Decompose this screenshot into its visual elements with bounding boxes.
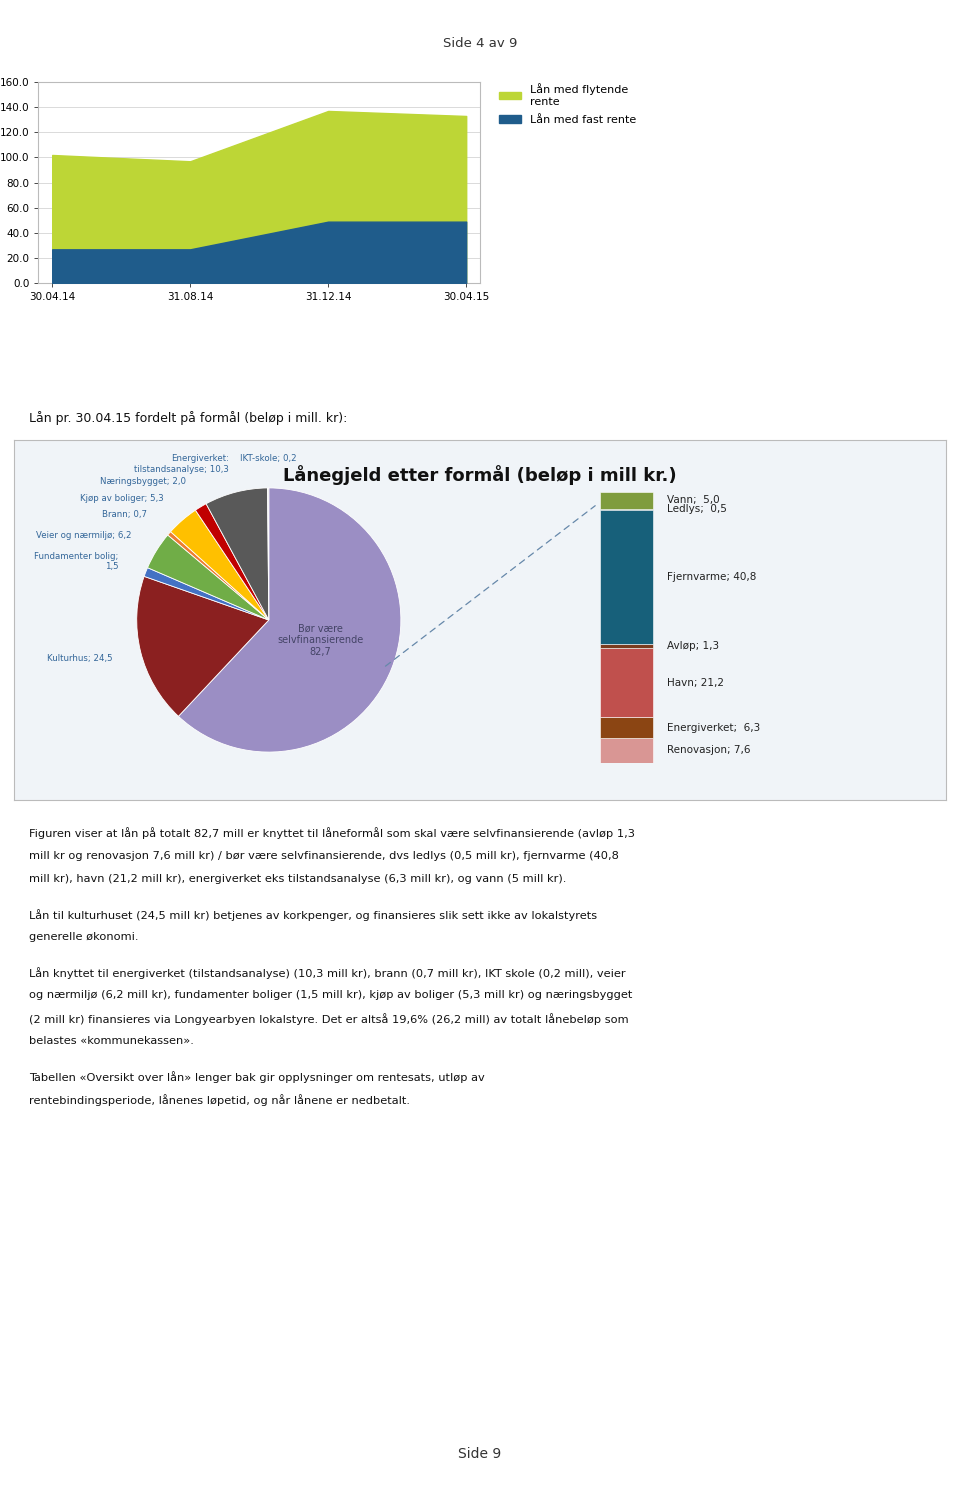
Wedge shape <box>148 535 269 620</box>
Text: Vann;  5,0: Vann; 5,0 <box>667 495 720 505</box>
Text: Lån pr. 30.04.15 fordelt på formål (beløp i mill. kr):: Lån pr. 30.04.15 fordelt på formål (belø… <box>29 412 348 425</box>
Bar <box>600 644 653 649</box>
Text: rentebindingsperiode, lånenes løpetid, og når lånene er nedbetalt.: rentebindingsperiode, lånenes løpetid, o… <box>29 1094 410 1106</box>
Text: Energiverket;  6,3: Energiverket; 6,3 <box>667 723 760 732</box>
Text: Lån til kulturhuset (24,5 mill kr) betjenes av korkpenger, og finansieres slik s: Lån til kulturhuset (24,5 mill kr) betje… <box>29 908 597 920</box>
Text: Fjernvarme; 40,8: Fjernvarme; 40,8 <box>667 573 756 581</box>
Text: Renovasjon; 7,6: Renovasjon; 7,6 <box>667 746 751 756</box>
Text: Lånegjeld etter formål (beløp i mill kr.): Lånegjeld etter formål (beløp i mill kr.… <box>283 465 677 485</box>
Text: Tabellen «Oversikt over lån» lenger bak gir opplysninger om rentesats, utløp av: Tabellen «Oversikt over lån» lenger bak … <box>29 1071 485 1082</box>
Text: Kulturhus; 24,5: Kulturhus; 24,5 <box>47 655 112 663</box>
Text: belastes «kommunekassen».: belastes «kommunekassen». <box>29 1036 194 1047</box>
Text: Avløp; 1,3: Avløp; 1,3 <box>667 641 719 650</box>
Text: Fundamenter bolig;
1,5: Fundamenter bolig; 1,5 <box>35 552 119 571</box>
Text: mill kr og renovasjon 7,6 mill kr) / bør være selvfinansierende, dvs ledlys (0,5: mill kr og renovasjon 7,6 mill kr) / bør… <box>29 850 618 860</box>
Wedge shape <box>136 577 269 716</box>
Wedge shape <box>179 488 401 751</box>
Text: Næringsbygget; 2,0: Næringsbygget; 2,0 <box>100 477 185 486</box>
Text: Lån knyttet til energiverket (tilstandsanalyse) (10,3 mill kr), brann (0,7 mill : Lån knyttet til energiverket (tilstandsa… <box>29 966 625 978</box>
Text: Bør være
selvfinansierende
82,7: Bør være selvfinansierende 82,7 <box>277 623 364 658</box>
Text: Havn; 21,2: Havn; 21,2 <box>667 677 724 687</box>
Bar <box>600 717 653 738</box>
Wedge shape <box>206 488 269 620</box>
Wedge shape <box>171 510 269 620</box>
Bar <box>600 492 653 508</box>
Text: Energiverket:
tilstandsanalyse; 10,3: Energiverket: tilstandsanalyse; 10,3 <box>133 455 228 474</box>
Bar <box>600 508 653 510</box>
Text: og nærmiljø (6,2 mill kr), fundamenter boliger (1,5 mill kr), kjøp av boliger (5: og nærmiljø (6,2 mill kr), fundamenter b… <box>29 990 633 1000</box>
Text: Ledlys;  0,5: Ledlys; 0,5 <box>667 504 727 514</box>
Bar <box>600 649 653 717</box>
Text: IKT-skole; 0,2: IKT-skole; 0,2 <box>240 455 297 464</box>
Wedge shape <box>268 488 269 620</box>
Text: Side 9: Side 9 <box>458 1448 502 1461</box>
Text: (2 mill kr) finansieres via Longyearbyen lokalstyre. Det er altså 19,6% (26,2 mi: (2 mill kr) finansieres via Longyearbyen… <box>29 1012 629 1024</box>
Text: Kjøp av boliger; 5,3: Kjøp av boliger; 5,3 <box>80 494 163 502</box>
Text: Brann; 0,7: Brann; 0,7 <box>102 510 147 519</box>
Text: Figuren viser at lån på totalt 82,7 mill er knyttet til låneformål som skal være: Figuren viser at lån på totalt 82,7 mill… <box>29 828 635 839</box>
Wedge shape <box>168 532 269 620</box>
Text: generelle økonomi.: generelle økonomi. <box>29 932 138 942</box>
Bar <box>600 738 653 763</box>
Legend: Lån med flytende
rente, Lån med fast rente: Lån med flytende rente, Lån med fast ren… <box>499 83 636 125</box>
Wedge shape <box>144 568 269 620</box>
Bar <box>600 510 653 644</box>
Text: Veier og nærmiljø; 6,2: Veier og nærmiljø; 6,2 <box>36 531 132 540</box>
Text: mill kr), havn (21,2 mill kr), energiverket eks tilstandsanalyse (6,3 mill kr), : mill kr), havn (21,2 mill kr), energiver… <box>29 874 566 884</box>
Text: Side 4 av 9: Side 4 av 9 <box>443 36 517 49</box>
Wedge shape <box>196 504 269 620</box>
